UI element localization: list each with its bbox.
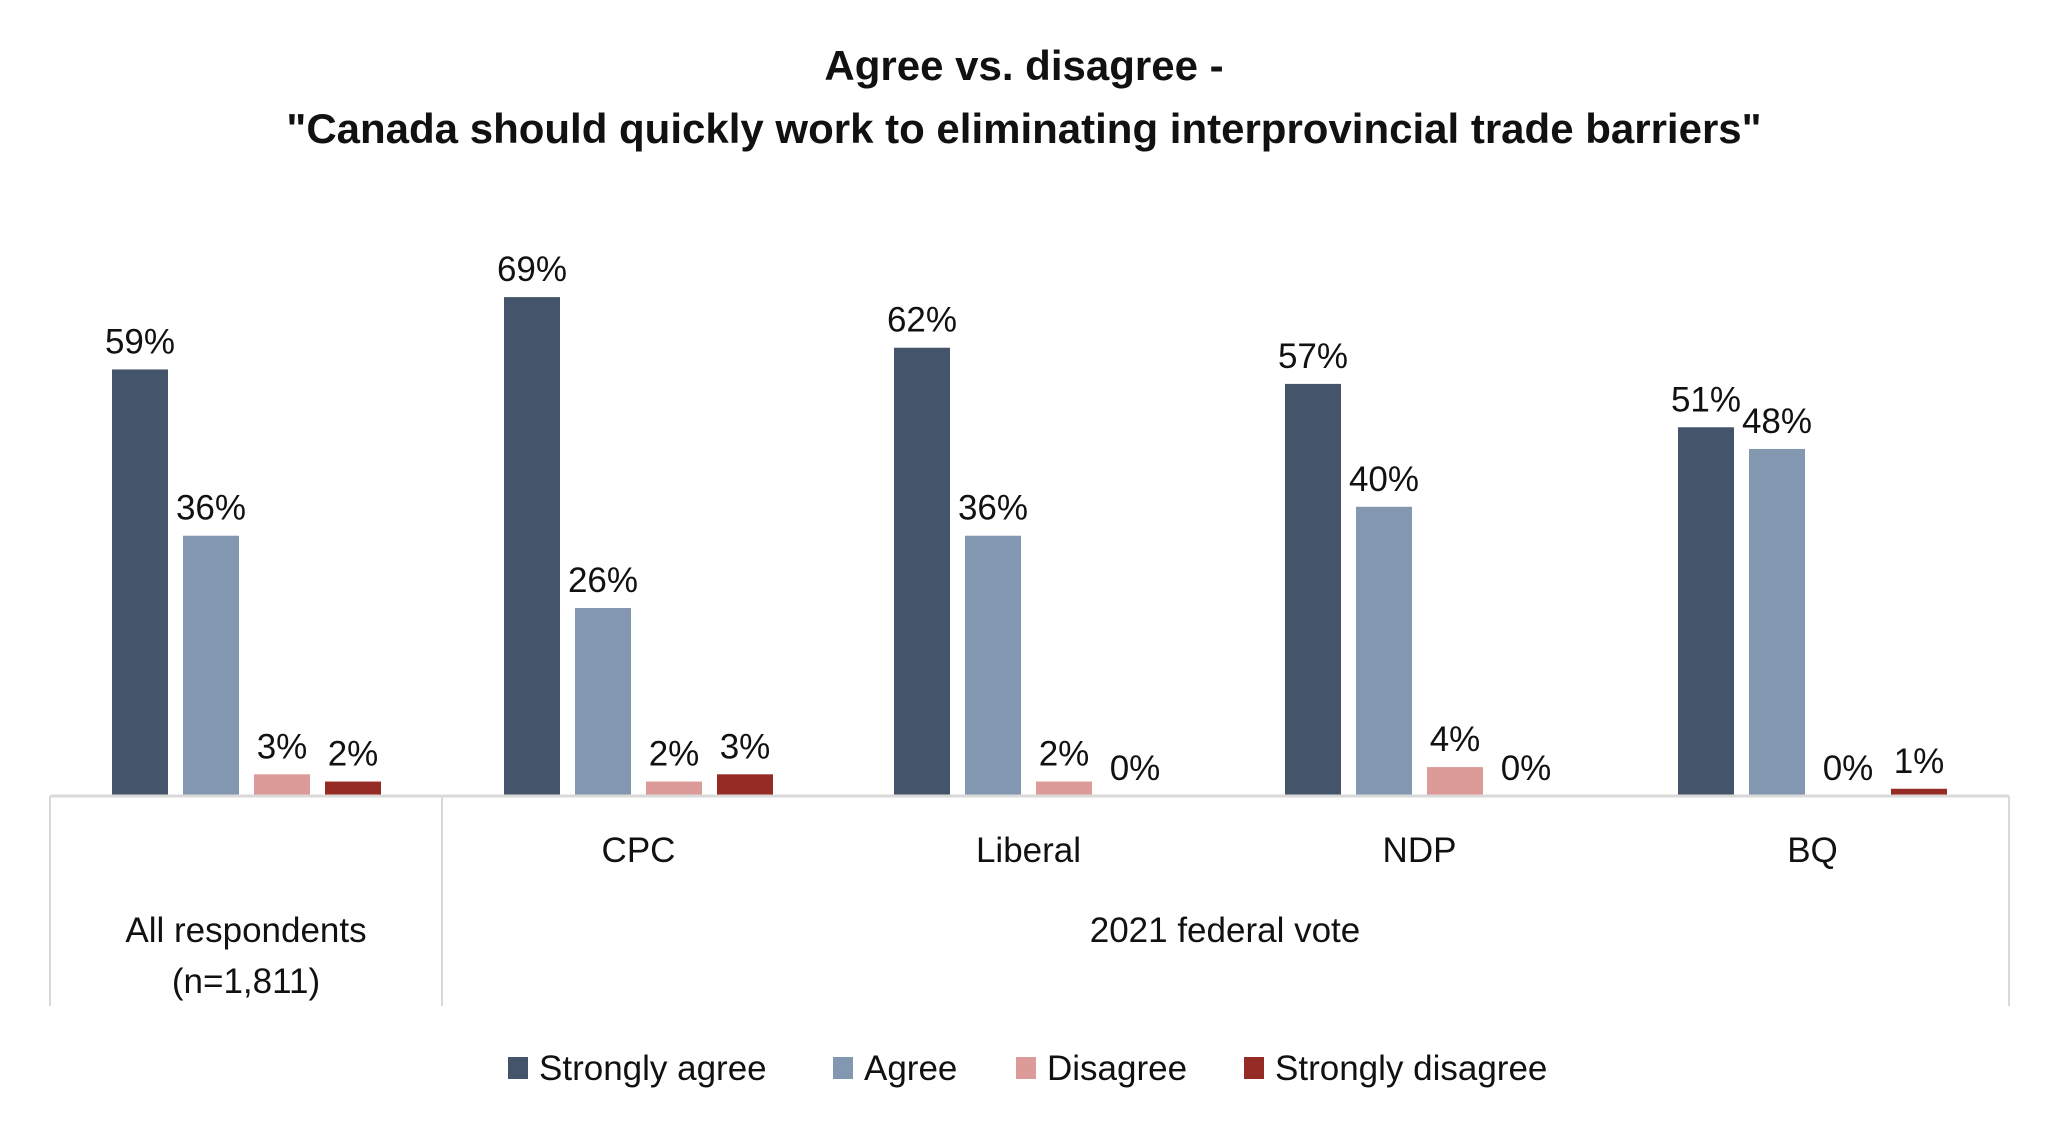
data-label: 4% (1430, 720, 1481, 759)
data-label: 40% (1349, 460, 1419, 499)
bar-strongly-agree (1285, 383, 1341, 796)
data-label: 57% (1278, 337, 1348, 376)
legend-label: Disagree (1047, 1049, 1187, 1088)
legend-label: Strongly agree (539, 1049, 767, 1088)
legend-swatch (1016, 1057, 1036, 1079)
chart-title-line: Agree vs. disagree - (824, 42, 1223, 89)
category-label: (n=1,811) (172, 962, 320, 1001)
bar-strongly-agree (1678, 427, 1734, 796)
legend-label: Strongly disagree (1275, 1049, 1547, 1088)
bar-agree (183, 535, 239, 796)
category-label: NDP (1383, 831, 1457, 870)
data-label: 3% (257, 727, 308, 766)
bar-disagree (1427, 767, 1483, 796)
legend-label: Agree (864, 1049, 957, 1088)
bar-disagree (254, 774, 310, 796)
data-label: 48% (1742, 402, 1812, 441)
category-label: Liberal (976, 831, 1081, 870)
bar-strongly-disagree (717, 774, 773, 796)
data-label: 69% (497, 250, 567, 289)
data-label: 2% (649, 735, 700, 774)
bar-strongly-agree (504, 297, 560, 796)
bar-agree (575, 608, 631, 796)
bar-strongly-agree (894, 347, 950, 796)
data-label: 0% (1823, 749, 1874, 788)
legend-swatch (508, 1057, 528, 1079)
legend-swatch (833, 1057, 853, 1079)
bar-disagree (646, 781, 702, 796)
bar-disagree (1036, 781, 1092, 796)
category-label: BQ (1787, 831, 1838, 870)
data-label: 1% (1894, 742, 1945, 781)
bar-agree (1749, 448, 1805, 796)
data-label: 36% (958, 489, 1028, 528)
bar-agree (965, 535, 1021, 796)
bar-strongly-disagree (325, 781, 381, 796)
category-label: CPC (602, 831, 676, 870)
data-label: 59% (105, 322, 175, 361)
data-label: 2% (328, 735, 379, 774)
bar-agree (1356, 506, 1412, 796)
data-label: 36% (176, 489, 246, 528)
data-label: 26% (568, 561, 638, 600)
data-label: 2% (1039, 735, 1090, 774)
chart-title-line: "Canada should quickly work to eliminati… (286, 105, 1761, 152)
group-label: 2021 federal vote (1090, 911, 1360, 950)
data-label: 0% (1501, 749, 1552, 788)
data-label: 0% (1110, 749, 1161, 788)
category-label: All respondents (125, 911, 366, 950)
data-label: 3% (720, 727, 771, 766)
bar-strongly-agree (112, 369, 168, 796)
data-label: 62% (887, 301, 957, 340)
bar-strongly-disagree (1891, 788, 1947, 796)
legend-swatch (1244, 1057, 1264, 1079)
data-label: 51% (1671, 380, 1741, 419)
